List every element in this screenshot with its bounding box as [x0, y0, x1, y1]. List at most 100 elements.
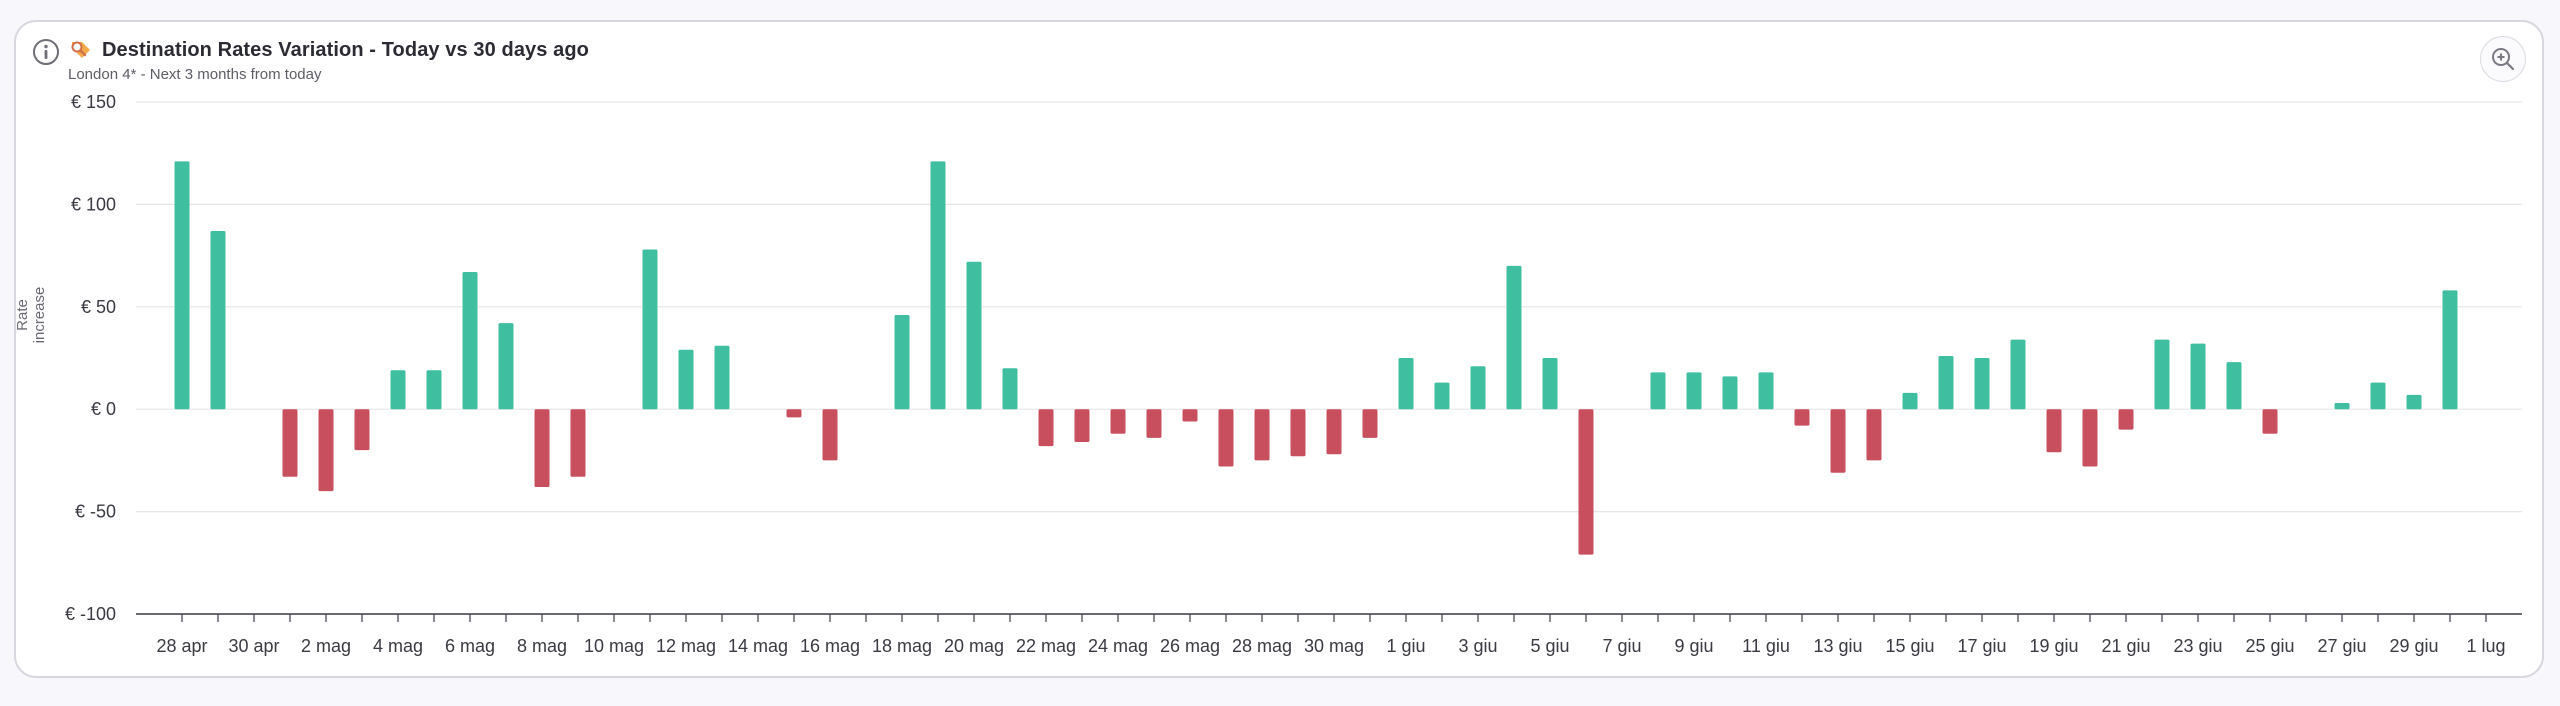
x-tick-label: 23 giu	[2173, 636, 2222, 656]
bar-15-mag[interactable]	[786, 409, 802, 418]
bar-3-giu[interactable]	[1470, 366, 1486, 410]
bar-12-mag[interactable]	[678, 349, 694, 410]
bar-31-mag[interactable]	[1362, 409, 1378, 438]
bar-9-giu[interactable]	[1686, 372, 1702, 410]
bar-24-giu[interactable]	[2226, 362, 2242, 410]
bar-29-giu[interactable]	[2406, 394, 2422, 410]
x-tick-label: 2 mag	[301, 636, 351, 656]
bar-4-mag[interactable]	[390, 370, 406, 410]
bar-9-mag[interactable]	[570, 409, 586, 477]
bar-30-giu[interactable]	[2442, 290, 2458, 410]
x-tick-label: 21 giu	[2101, 636, 2150, 656]
bar-25-giu[interactable]	[2262, 409, 2278, 434]
x-tick-label: 1 lug	[2466, 636, 2505, 656]
bar-16-giu[interactable]	[1938, 355, 1954, 410]
bar-11-giu[interactable]	[1758, 372, 1774, 410]
x-tick-label: 10 mag	[584, 636, 644, 656]
x-tick-label: 16 mag	[800, 636, 860, 656]
bar-2-giu[interactable]	[1434, 382, 1450, 410]
bar-20-giu[interactable]	[2082, 409, 2098, 467]
bar-1-giu[interactable]	[1398, 358, 1414, 410]
bar-30-mag[interactable]	[1326, 409, 1342, 455]
chart-subtitle: London 4* - Next 3 months from today	[68, 66, 322, 83]
bar-22-giu[interactable]	[2154, 339, 2170, 410]
bar-10-giu[interactable]	[1722, 376, 1738, 410]
zoom-in-icon	[2492, 48, 2515, 71]
x-tick-label: 26 mag	[1160, 636, 1220, 656]
x-tick-label: 18 mag	[872, 636, 932, 656]
bar-24-mag[interactable]	[1110, 409, 1126, 434]
bar-21-mag[interactable]	[1002, 368, 1018, 410]
bar-3-mag[interactable]	[354, 409, 370, 451]
y-tick-label: € -50	[75, 502, 116, 522]
x-tick-label: 17 giu	[1957, 636, 2006, 656]
bar-19-mag[interactable]	[930, 161, 946, 410]
bar-5-mag[interactable]	[426, 370, 442, 410]
x-tick-label: 28 apr	[156, 636, 207, 656]
x-tick-label: 19 giu	[2029, 636, 2078, 656]
bar-13-giu[interactable]	[1830, 409, 1846, 473]
y-tick-label: € 0	[91, 399, 116, 419]
bar-5-giu[interactable]	[1542, 358, 1558, 410]
bar-27-giu[interactable]	[2334, 403, 2350, 410]
bar-6-mag[interactable]	[462, 271, 478, 410]
x-tick-label: 30 apr	[228, 636, 279, 656]
x-tick-label: 12 mag	[656, 636, 716, 656]
bar-23-mag[interactable]	[1074, 409, 1090, 442]
x-tick-label: 25 giu	[2245, 636, 2294, 656]
bar-23-giu[interactable]	[2190, 343, 2206, 410]
bar-2-mag[interactable]	[318, 409, 334, 492]
x-tick-label: 15 giu	[1885, 636, 1934, 656]
bar-8-mag[interactable]	[534, 409, 550, 488]
y-tick-label: € 50	[81, 297, 116, 317]
x-tick-label: 27 giu	[2317, 636, 2366, 656]
bar-28-giu[interactable]	[2370, 382, 2386, 410]
bar-6-giu[interactable]	[1578, 409, 1594, 555]
bar-4-giu[interactable]	[1506, 265, 1522, 410]
bar-18-giu[interactable]	[2010, 339, 2026, 410]
x-tick-label: 5 giu	[1530, 636, 1569, 656]
x-tick-label: 20 mag	[944, 636, 1004, 656]
bar-29-mag[interactable]	[1290, 409, 1306, 457]
bar-29-apr[interactable]	[210, 231, 226, 410]
bar-28-apr[interactable]	[174, 161, 190, 410]
x-tick-label: 3 giu	[1458, 636, 1497, 656]
bar-15-giu[interactable]	[1902, 392, 1918, 410]
bar-20-mag[interactable]	[966, 261, 982, 410]
bar-17-giu[interactable]	[1974, 358, 1990, 410]
bar-18-mag[interactable]	[894, 314, 910, 410]
x-tick-label: 11 giu	[1742, 636, 1790, 656]
bar-27-mag[interactable]	[1218, 409, 1234, 467]
bar-16-mag[interactable]	[822, 409, 838, 461]
chart-title: Destination Rates Variation - Today vs 3…	[102, 39, 590, 61]
bar-8-giu[interactable]	[1650, 372, 1666, 410]
x-tick-label: 1 giu	[1386, 636, 1425, 656]
x-tick-label: 4 mag	[373, 636, 423, 656]
bar-25-mag[interactable]	[1146, 409, 1162, 438]
x-tick-label: 6 mag	[445, 636, 495, 656]
bar-12-giu[interactable]	[1794, 409, 1810, 426]
x-tick-label: 30 mag	[1304, 636, 1364, 656]
zoom-button[interactable]	[2480, 36, 2526, 82]
bar-28-mag[interactable]	[1254, 409, 1270, 461]
y-tick-label: € 150	[71, 92, 116, 112]
x-tick-label: 8 mag	[517, 636, 567, 656]
y-tick-label: € -100	[65, 604, 116, 624]
bar-19-giu[interactable]	[2046, 409, 2062, 453]
bar-7-mag[interactable]	[498, 323, 514, 410]
info-icon[interactable]	[32, 38, 60, 66]
x-tick-label: 14 mag	[728, 636, 788, 656]
bar-14-giu[interactable]	[1866, 409, 1882, 461]
bar-13-mag[interactable]	[714, 345, 730, 410]
x-tick-label: 9 giu	[1674, 636, 1713, 656]
bar-21-giu[interactable]	[2118, 409, 2134, 430]
bar-26-mag[interactable]	[1182, 409, 1198, 422]
bar-22-mag[interactable]	[1038, 409, 1054, 447]
bar-11-mag[interactable]	[642, 249, 658, 410]
bar-1-mag[interactable]	[282, 409, 298, 477]
magnifier-tag-icon	[68, 38, 94, 64]
x-tick-label: 29 giu	[2389, 636, 2438, 656]
x-tick-label: 28 mag	[1232, 636, 1292, 656]
y-tick-label: € 100	[71, 194, 116, 214]
